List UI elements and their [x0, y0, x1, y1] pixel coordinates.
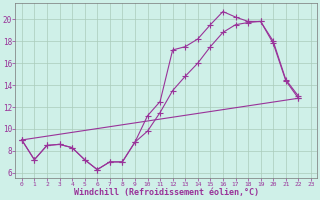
X-axis label: Windchill (Refroidissement éolien,°C): Windchill (Refroidissement éolien,°C) — [74, 188, 259, 197]
